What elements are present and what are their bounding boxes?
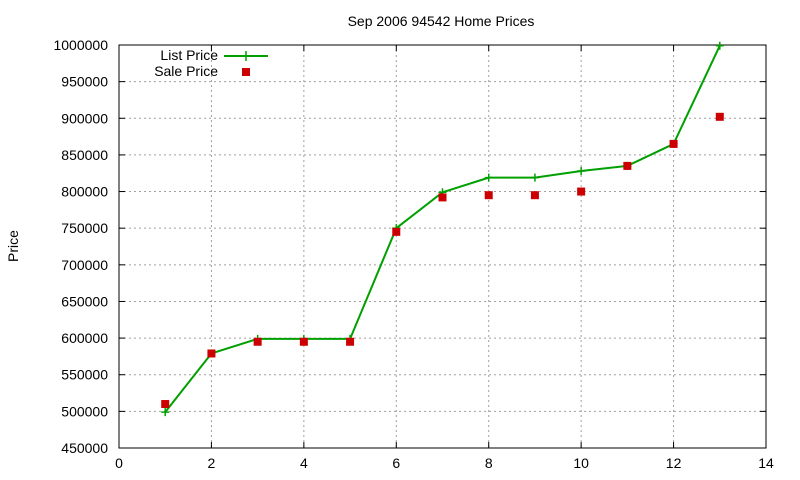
plot-frame — [118, 44, 767, 449]
chart-title: Sep 2006 94542 Home Prices — [348, 13, 535, 29]
sale-price-point — [484, 191, 493, 200]
y-tick-label: 450000 — [61, 440, 108, 456]
y-tick-label: 700000 — [61, 257, 108, 273]
sale-price-point — [669, 139, 678, 148]
legend-marker-list-price — [241, 51, 251, 61]
grid-lines — [119, 45, 766, 448]
y-tick-label: 500000 — [61, 403, 108, 419]
list-price-point — [577, 167, 586, 176]
y-axis-label: Price — [5, 230, 21, 262]
x-tick-label: 4 — [300, 455, 308, 471]
legend-label-sale-price: Sale Price — [154, 63, 218, 79]
y-tick-label: 800000 — [61, 184, 108, 200]
legend-marker-sale-price — [242, 68, 250, 76]
sale-price-point — [253, 337, 262, 346]
sale-price-point — [530, 191, 539, 200]
x-tick-label: 8 — [485, 455, 493, 471]
x-tick-labels: 0 2 4 6 8 10 12 14 — [115, 455, 774, 471]
sale-price-point — [392, 227, 401, 236]
sale-price-point — [438, 193, 447, 202]
y-tick-label: 950000 — [61, 74, 108, 90]
sale-price-point — [346, 337, 355, 346]
y-tick-label: 750000 — [61, 220, 108, 236]
x-tick-label: 6 — [392, 455, 400, 471]
list-price-point — [161, 408, 170, 417]
x-tick-label: 14 — [758, 455, 774, 471]
list-price-point — [530, 173, 539, 182]
legend-label-list-price: List Price — [160, 47, 218, 63]
y-tick-label: 550000 — [61, 367, 108, 383]
y-tick-label: 650000 — [61, 293, 108, 309]
x-tick-label: 0 — [115, 455, 123, 471]
x-tick-label: 10 — [573, 455, 589, 471]
x-tick-label: 12 — [666, 455, 682, 471]
legend: List Price Sale Price — [154, 47, 268, 79]
sale-price-point — [715, 112, 724, 121]
y-tick-label: 1000000 — [53, 37, 108, 53]
list-price-point — [484, 173, 493, 182]
sale-price-point — [161, 400, 170, 409]
y-tick-label: 600000 — [61, 330, 108, 346]
x-tick-label: 2 — [208, 455, 216, 471]
series-layer — [161, 41, 724, 417]
list-price-point — [715, 41, 724, 50]
sale-price-point — [299, 337, 308, 346]
sale-price-point — [623, 161, 632, 170]
sale-price-point — [207, 349, 216, 358]
sale-price-point — [577, 187, 586, 196]
y-tick-label: 900000 — [61, 110, 108, 126]
y-tick-labels: 450000 500000 550000 600000 650000 700000 7500… — [53, 37, 108, 456]
y-tick-label: 850000 — [61, 147, 108, 163]
